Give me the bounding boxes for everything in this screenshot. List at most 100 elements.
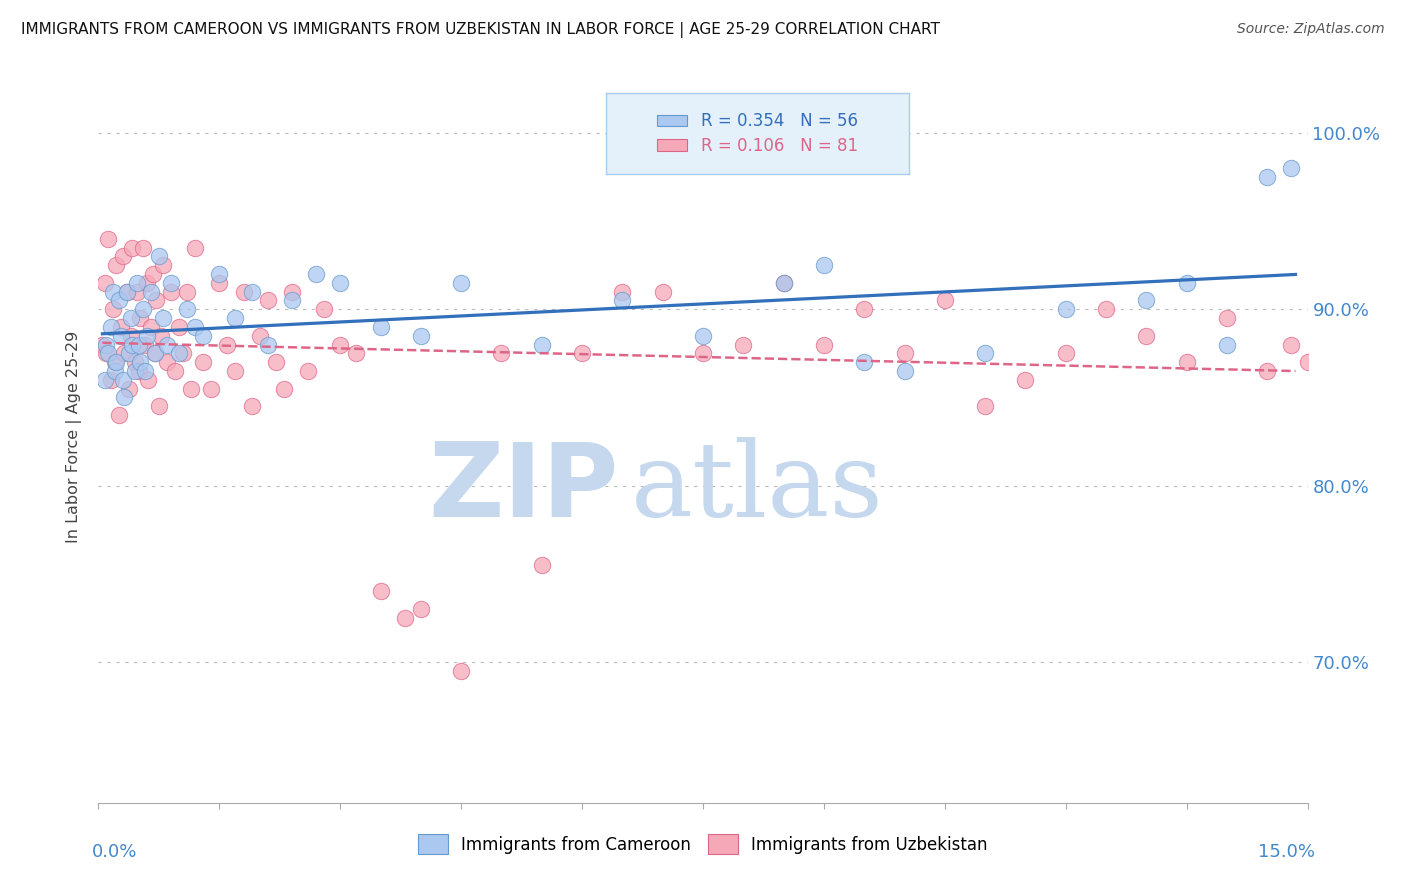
Point <box>1216 337 1239 351</box>
Point <box>1281 161 1303 176</box>
Point <box>370 584 392 599</box>
Point <box>127 276 149 290</box>
Point <box>152 311 174 326</box>
Point <box>934 293 956 308</box>
Point <box>530 337 553 351</box>
Point <box>101 302 124 317</box>
Point <box>1281 337 1303 351</box>
Point <box>409 328 432 343</box>
Point <box>148 399 170 413</box>
Point <box>118 346 141 360</box>
Text: IMMIGRANTS FROM CAMEROON VS IMMIGRANTS FROM UZBEKISTAN IN LABOR FORCE | AGE 25-2: IMMIGRANTS FROM CAMEROON VS IMMIGRANTS F… <box>21 22 941 38</box>
Point <box>1216 311 1239 326</box>
Point <box>107 293 129 308</box>
Point <box>217 337 239 351</box>
Point <box>651 285 673 299</box>
Point <box>111 373 134 387</box>
Point <box>249 328 271 343</box>
Point <box>772 276 794 290</box>
Point <box>180 382 202 396</box>
Point <box>184 241 207 255</box>
Point <box>101 285 124 299</box>
Point <box>571 346 593 360</box>
Point <box>329 276 352 290</box>
Point <box>1014 373 1036 387</box>
Point <box>121 337 143 351</box>
Point <box>256 293 278 308</box>
Point <box>281 293 304 308</box>
Point <box>281 285 304 299</box>
Point <box>409 602 432 616</box>
Point <box>110 328 132 343</box>
Point <box>134 337 156 351</box>
Point <box>612 285 634 299</box>
Point <box>200 382 222 396</box>
Point <box>1135 293 1157 308</box>
Point <box>813 258 835 272</box>
Point <box>145 293 167 308</box>
Point <box>314 302 336 317</box>
Point <box>97 346 120 360</box>
Point <box>974 399 997 413</box>
Point <box>135 276 157 290</box>
Point <box>394 611 416 625</box>
Point <box>134 364 156 378</box>
Text: 0.0%: 0.0% <box>91 843 136 861</box>
Point <box>224 364 246 378</box>
Point <box>167 346 190 360</box>
Point <box>772 276 794 290</box>
Point <box>96 337 118 351</box>
Point <box>224 311 246 326</box>
Point <box>530 558 553 572</box>
Point <box>107 408 129 422</box>
Point <box>110 320 132 334</box>
Point <box>692 328 714 343</box>
Point <box>112 346 135 360</box>
Point <box>143 346 166 360</box>
Point <box>124 355 146 369</box>
Point <box>232 285 254 299</box>
Point <box>297 364 319 378</box>
Point <box>1054 346 1077 360</box>
Point <box>103 355 125 369</box>
Point <box>128 337 150 351</box>
Point <box>1135 328 1157 343</box>
Point <box>156 355 179 369</box>
Point <box>143 346 166 360</box>
Point <box>370 320 392 334</box>
Point <box>124 364 146 378</box>
Point <box>172 346 194 360</box>
Point <box>128 364 150 378</box>
Point <box>1175 276 1198 290</box>
Point <box>142 267 165 281</box>
Point <box>96 346 118 360</box>
Point <box>612 293 634 308</box>
Text: 15.0%: 15.0% <box>1257 843 1315 861</box>
Point <box>1256 364 1278 378</box>
Point <box>138 373 160 387</box>
Point <box>115 285 138 299</box>
Point <box>100 373 122 387</box>
Point <box>450 276 472 290</box>
Point <box>160 276 183 290</box>
Point <box>974 346 997 360</box>
Point <box>184 320 207 334</box>
Point <box>91 337 114 351</box>
Point <box>160 285 183 299</box>
Point <box>692 346 714 360</box>
Point <box>139 285 162 299</box>
Point <box>813 337 835 351</box>
Point <box>118 382 141 396</box>
Point <box>256 337 278 351</box>
Point <box>1296 355 1319 369</box>
Point <box>1095 302 1118 317</box>
Point <box>893 346 915 360</box>
Point <box>733 337 755 351</box>
Point <box>120 311 142 326</box>
Point <box>111 249 134 263</box>
Point <box>208 276 231 290</box>
Point <box>105 258 128 272</box>
Legend: Immigrants from Cameroon, Immigrants from Uzbekistan: Immigrants from Cameroon, Immigrants fro… <box>412 828 994 860</box>
Point <box>264 355 287 369</box>
Point <box>893 364 915 378</box>
